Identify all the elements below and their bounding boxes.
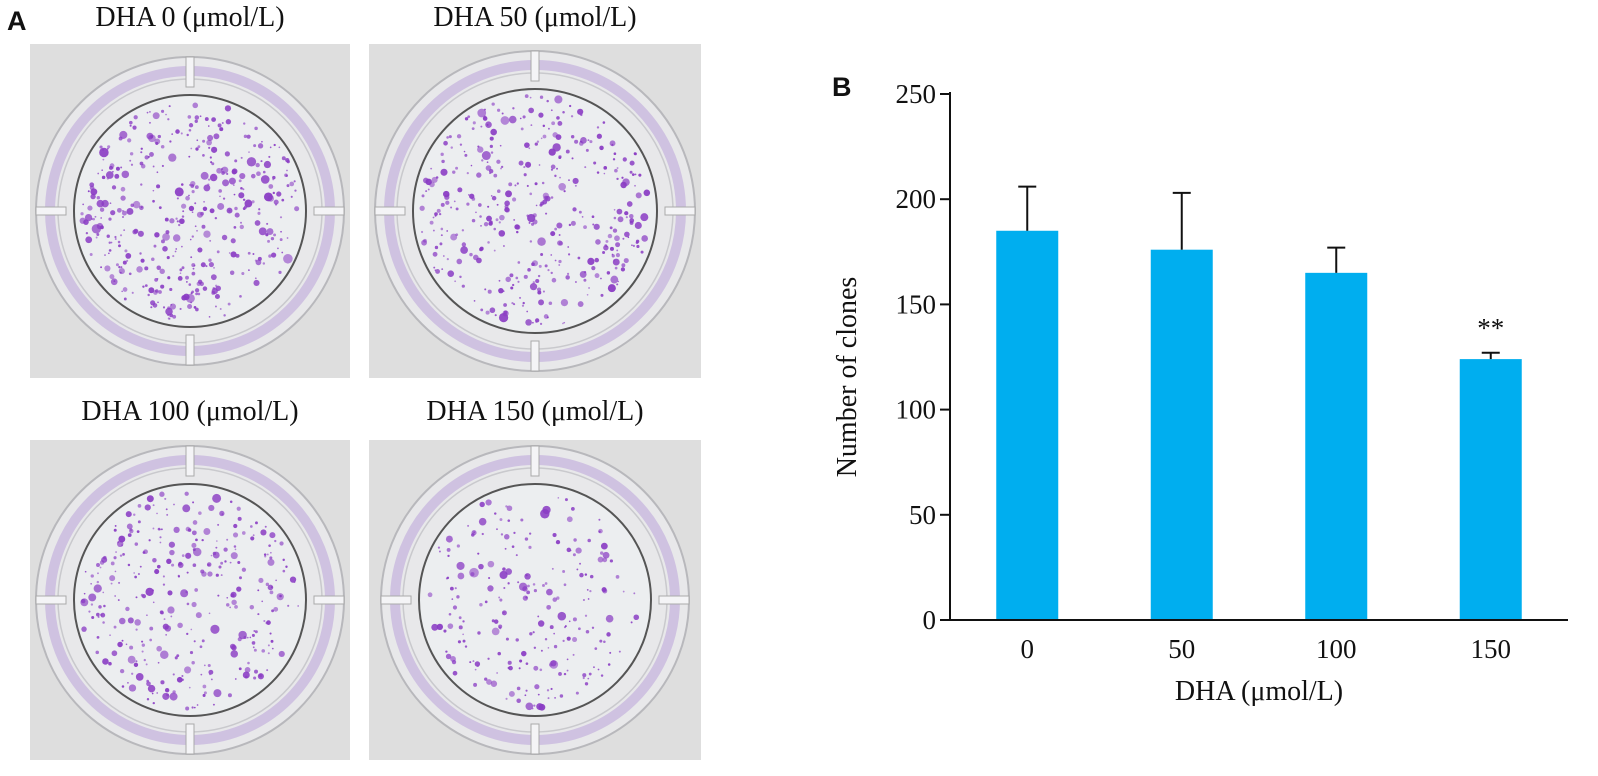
x-tick-label-150: 150 [1471, 634, 1512, 664]
panel-a-label: A [7, 6, 27, 36]
bar-50 [1150, 249, 1213, 621]
plate-title-dha-0: DHA 0 (μmol/L) [95, 2, 285, 33]
bar-100 [1305, 272, 1368, 620]
y-tick-label-50: 50 [909, 500, 936, 530]
y-tick-label-0: 0 [923, 605, 937, 635]
plate-title-dha-100: DHA 100 (μmol/L) [81, 396, 299, 427]
chart-marks: ** [996, 185, 1522, 621]
bar-chart: ** 0 50 100 150 0 50 100 150 200 250 DHA (μmol/L) N… [832, 79, 1568, 707]
y-axis-label: Number of clones [832, 277, 863, 478]
error-bar-0 [1018, 185, 1037, 231]
error-bar-50 [1172, 191, 1191, 250]
plate-title-dha-50: DHA 50 (μmol/L) [433, 2, 637, 33]
error-bar-150 [1481, 351, 1500, 360]
y-tick-label-100: 100 [896, 395, 937, 425]
plate-photo-dha-50 [369, 44, 701, 378]
bar-150 [1459, 359, 1522, 620]
plate-photo-dha-100 [30, 440, 350, 760]
plate-photo-dha-0 [30, 44, 350, 378]
x-tick-label-100: 100 [1316, 634, 1357, 664]
x-axis-label: DHA (μmol/L) [1175, 676, 1343, 707]
y-tick-label-250: 250 [896, 79, 937, 109]
x-tick-label-50: 50 [1168, 634, 1195, 664]
panel-b-label: B [832, 72, 852, 102]
y-tick-label-150: 150 [896, 289, 937, 319]
y-tick-label-200: 200 [896, 184, 937, 214]
x-tick-label-0: 0 [1021, 634, 1035, 664]
significance-label-150: ** [1477, 313, 1504, 343]
chart-axes: 0 50 100 150 0 50 100 150 200 250 DHA (μmol/L) Numb… [832, 79, 1568, 707]
bar-0 [996, 230, 1059, 620]
plate-title-dha-150: DHA 150 (μmol/L) [426, 396, 644, 427]
error-bar-100 [1327, 246, 1346, 273]
plate-photo-dha-150 [369, 440, 701, 760]
